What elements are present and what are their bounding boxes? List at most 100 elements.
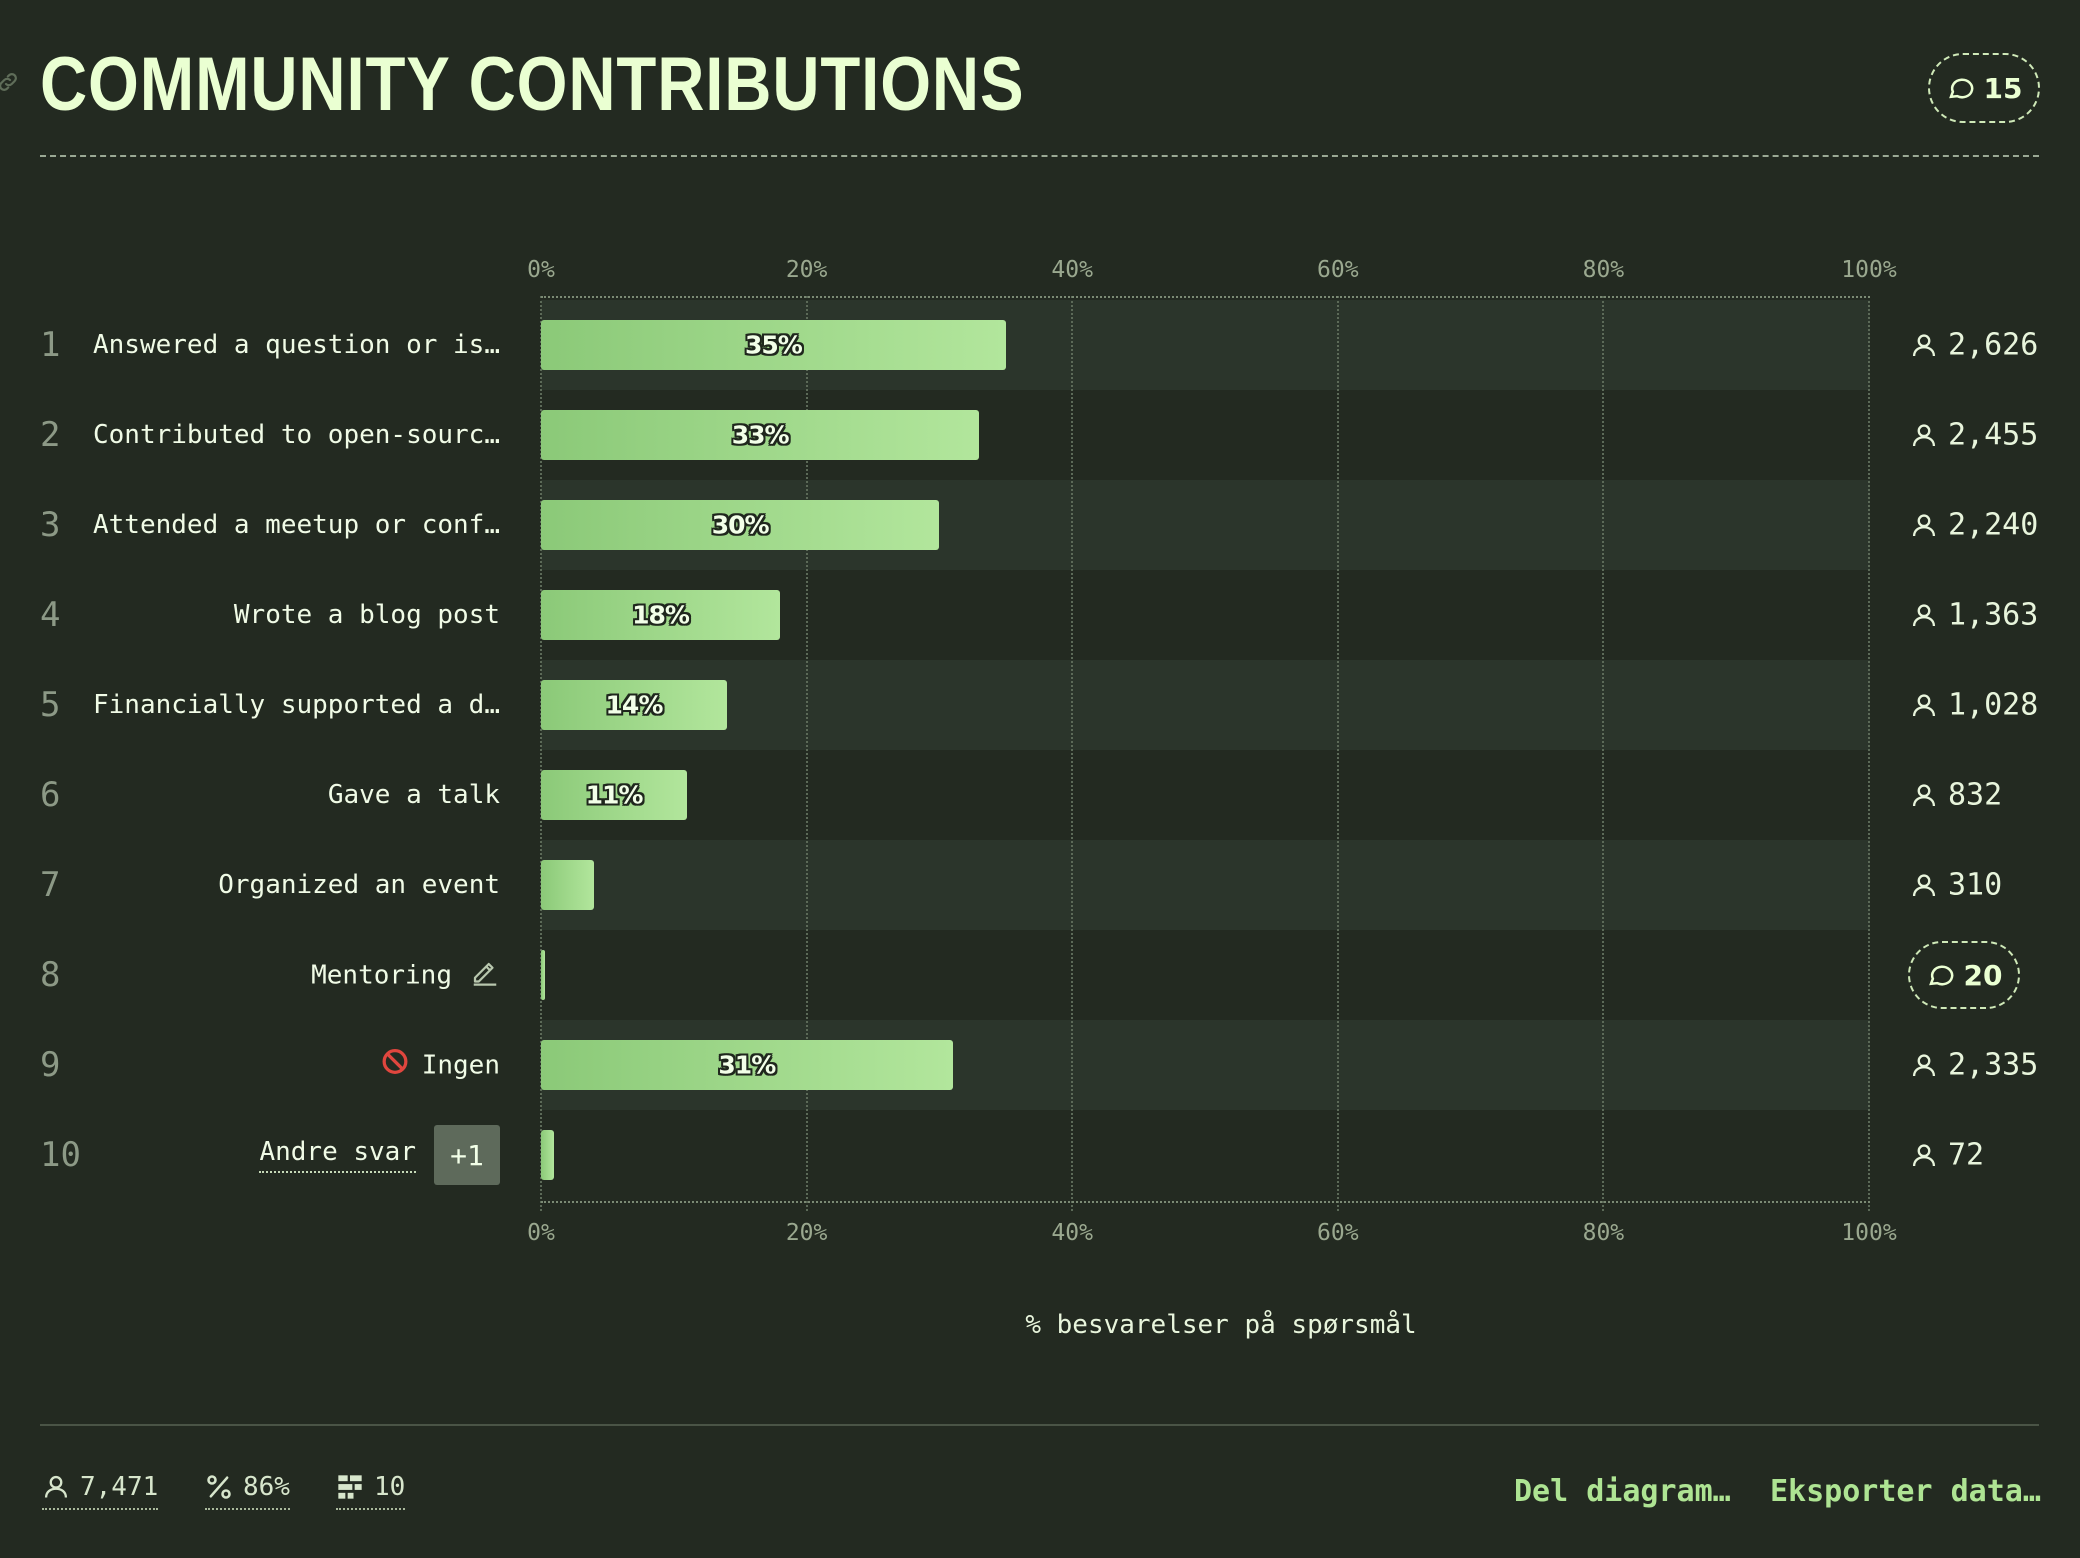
share-chart-link[interactable]: Del diagram… xyxy=(1514,1474,1731,1509)
bar[interactable] xyxy=(541,1130,555,1180)
person-icon xyxy=(44,1475,68,1498)
no-entry-icon xyxy=(382,1049,408,1082)
respondent-count: 2,335 xyxy=(1910,1048,2038,1083)
category-label: Attended a meetup or conf… xyxy=(93,510,500,540)
comment-count: 20 xyxy=(1963,958,2003,992)
row-rank: 2 xyxy=(40,415,61,455)
x-tick-label-bottom: 0% xyxy=(527,1220,555,1246)
footer-divider xyxy=(40,1424,2039,1426)
export-data-link[interactable]: Eksporter data… xyxy=(1770,1474,2041,1509)
category-label-text: Gave a talk xyxy=(327,780,500,810)
person-icon xyxy=(1912,1053,1936,1076)
row-rank: 10 xyxy=(40,1135,81,1175)
edit-icon[interactable] xyxy=(470,957,500,994)
category-label: Contributed to open-sourc… xyxy=(93,420,500,450)
comment-icon xyxy=(1948,78,1973,99)
bar-value-label: 11% xyxy=(585,780,644,810)
category-label: Mentoring xyxy=(311,957,500,994)
row-band xyxy=(541,660,1870,750)
gridline xyxy=(1602,296,1605,1211)
bar[interactable] xyxy=(541,1040,953,1090)
comment-count: 15 xyxy=(1983,71,2023,105)
category-label-text: Wrote a blog post xyxy=(233,600,500,630)
bar[interactable] xyxy=(541,860,595,910)
person-icon xyxy=(1912,783,1936,806)
category-label: Wrote a blog post xyxy=(234,600,500,630)
row-rank: 7 xyxy=(40,865,61,905)
x-tick-label-top: 20% xyxy=(785,257,828,283)
bar[interactable] xyxy=(541,320,1006,370)
row-rank: 5 xyxy=(40,685,61,725)
more-answers-badge[interactable]: +1 xyxy=(434,1125,500,1185)
category-label: Ingen xyxy=(382,1049,500,1082)
x-axis-top xyxy=(541,296,1870,298)
gridline xyxy=(1868,296,1870,1211)
bar[interactable] xyxy=(541,680,727,730)
percent-value: 86% xyxy=(243,1472,290,1502)
category-label-text: Mentoring xyxy=(311,960,452,990)
category-label-text: Financially supported a d… xyxy=(93,690,500,720)
x-tick-label-bottom: 60% xyxy=(1317,1220,1359,1246)
x-tick-label-top: 100% xyxy=(1841,257,1897,283)
header-comments-button[interactable]: 15 xyxy=(1928,53,2040,123)
row-rank: 8 xyxy=(40,955,61,995)
row-band xyxy=(541,930,1870,1020)
respondent-count-value: 2,335 xyxy=(1948,1047,2039,1083)
x-tick-label-bottom: 80% xyxy=(1582,1220,1625,1246)
category-label: Organized an event xyxy=(218,870,500,900)
category-label-text: Ingen xyxy=(421,1050,500,1080)
comment-icon xyxy=(1928,965,1953,986)
bar[interactable] xyxy=(541,950,545,1000)
row-rank: 6 xyxy=(40,775,61,815)
x-tick-label-top: 0% xyxy=(527,257,555,283)
respondent-count: 72 xyxy=(1910,1138,1984,1173)
x-tick-label-bottom: 40% xyxy=(1051,1220,1093,1246)
bar[interactable] xyxy=(541,770,688,820)
gridline xyxy=(1336,296,1339,1211)
person-icon xyxy=(1912,603,1936,626)
header-divider xyxy=(40,155,2039,157)
respondent-count-value: 72 xyxy=(1948,1137,1985,1173)
options-icon xyxy=(338,1475,362,1499)
category-label-text: Answered a question or is… xyxy=(93,330,500,360)
row-comments-button[interactable]: 20 xyxy=(1908,941,2020,1009)
bar[interactable] xyxy=(541,590,781,640)
bar-value-label: 35% xyxy=(744,330,803,360)
row-rank: 9 xyxy=(40,1045,61,1085)
person-icon xyxy=(1912,873,1936,896)
respondent-count-value: 832 xyxy=(1948,777,2003,813)
person-icon xyxy=(1912,1143,1936,1166)
category-label: Gave a talk xyxy=(328,780,500,810)
category-label-text: Attended a meetup or conf… xyxy=(93,510,500,540)
bar-value-label: 14% xyxy=(605,690,664,720)
bar-value-label: 31% xyxy=(718,1050,776,1080)
gridline xyxy=(805,296,808,1211)
person-icon xyxy=(1912,693,1936,716)
bar-value-label: 18% xyxy=(632,600,690,630)
bar[interactable] xyxy=(541,410,980,460)
respondent-count-value: 2,455 xyxy=(1948,417,2039,453)
category-label-text: Organized an event xyxy=(218,870,500,900)
respondent-count: 310 xyxy=(1910,868,2002,903)
category-label[interactable]: Andre svar +1 xyxy=(259,1125,500,1185)
row-band xyxy=(541,750,1870,840)
bar[interactable] xyxy=(541,500,940,550)
bar-value-label: 33% xyxy=(731,420,790,450)
category-label-text: Andre svar xyxy=(259,1137,416,1173)
respondent-count: 2,240 xyxy=(1910,508,2038,543)
x-tick-label-top: 40% xyxy=(1051,257,1093,283)
x-axis-bottom xyxy=(541,1201,1870,1203)
respondents-stat[interactable]: 7,471 xyxy=(42,1472,159,1510)
category-label-text: Contributed to open-sourc… xyxy=(93,420,500,450)
options-stat[interactable]: 10 xyxy=(336,1472,406,1510)
bar-value-label: 30% xyxy=(711,510,770,540)
row-rank: 4 xyxy=(40,595,61,635)
respondent-count: 1,028 xyxy=(1910,688,2038,723)
chart-title: COMMUNITY CONTRIBUTIONS xyxy=(40,42,1025,127)
respondent-count: 2,455 xyxy=(1910,418,2038,453)
person-icon xyxy=(1912,513,1936,536)
x-tick-label-top: 60% xyxy=(1317,257,1359,283)
percent-stat[interactable]: 86% xyxy=(205,1472,290,1510)
link-icon[interactable] xyxy=(0,70,20,94)
respondent-count-value: 1,363 xyxy=(1948,597,2039,633)
